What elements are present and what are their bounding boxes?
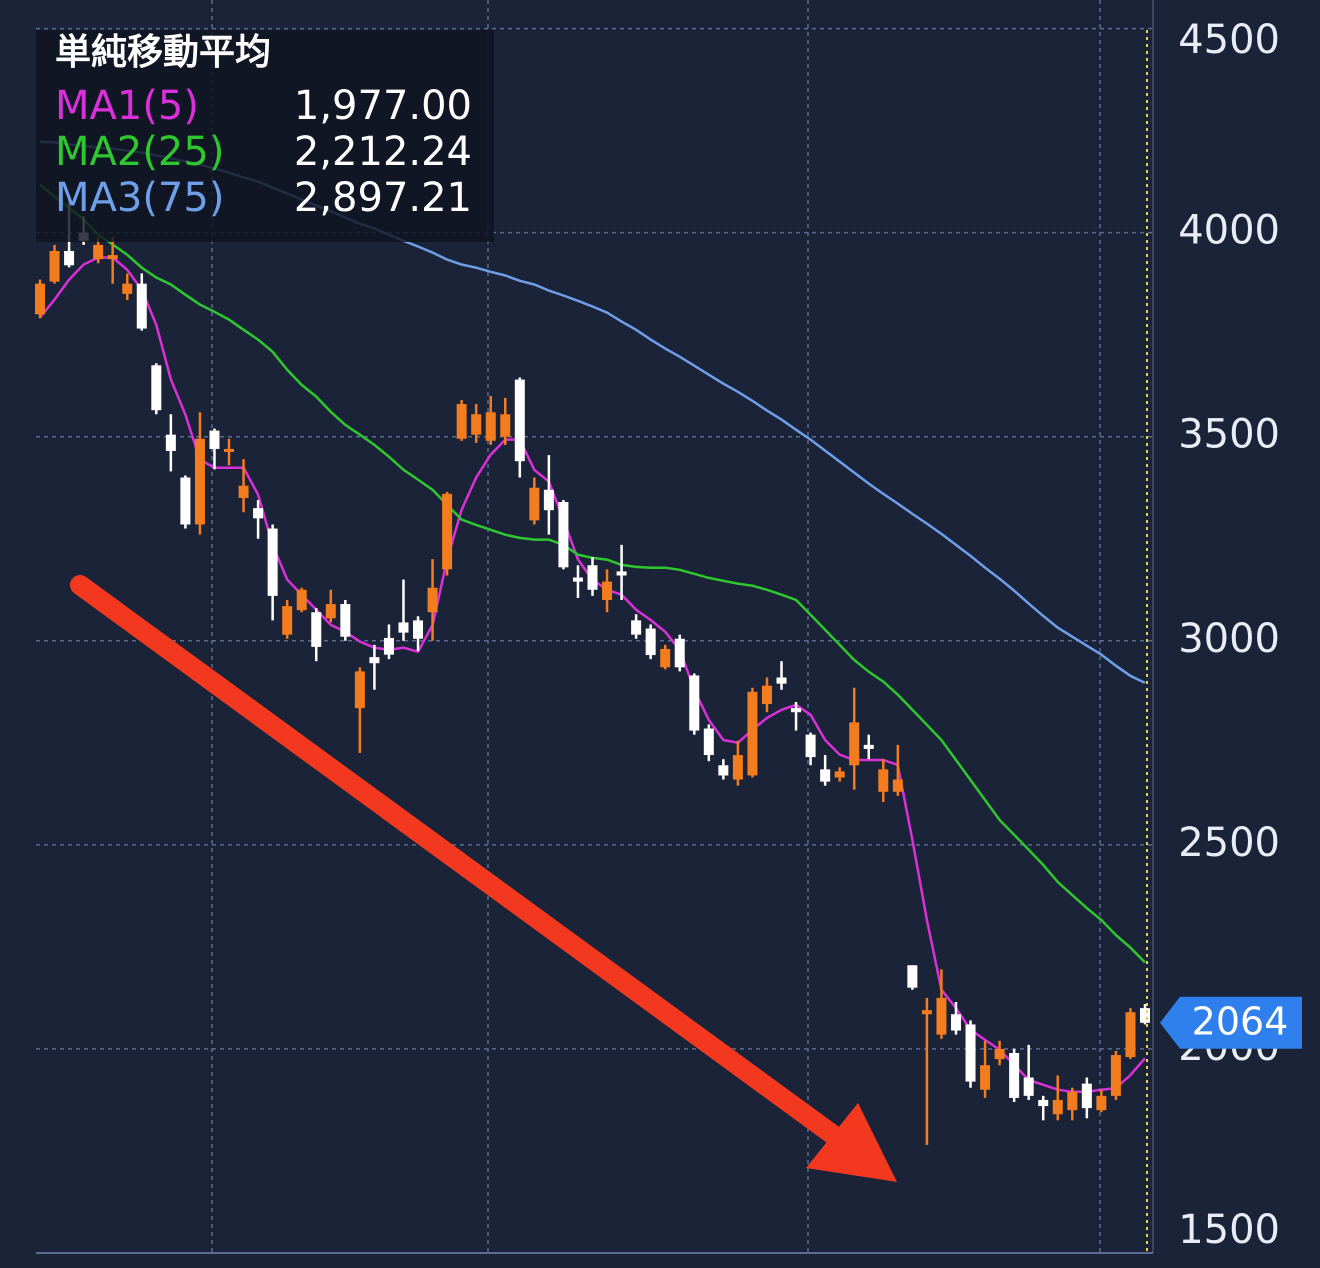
y-tick-label: 1500	[1178, 1207, 1280, 1253]
candle-body	[660, 648, 671, 668]
candle-body	[1067, 1091, 1078, 1111]
candle-body	[180, 477, 191, 525]
candle-body	[689, 675, 700, 731]
legend-label: MA3(75)	[55, 175, 224, 221]
candle-body	[325, 604, 336, 619]
candle-body	[878, 769, 889, 792]
arrow-shaft	[70, 575, 850, 1150]
candle-body	[965, 1024, 976, 1082]
candle-body	[1110, 1055, 1121, 1096]
candle-body	[93, 244, 104, 260]
candle-body	[282, 606, 293, 635]
candle-body	[572, 577, 583, 582]
candle-body	[1052, 1099, 1063, 1115]
candle-body	[1038, 1099, 1049, 1107]
candle-body	[427, 587, 438, 613]
candle-body	[703, 728, 714, 756]
candle-body	[936, 997, 947, 1035]
candle-body	[35, 283, 45, 315]
legend-label: MA1(5)	[55, 83, 199, 129]
arrow-head	[806, 1103, 897, 1182]
candle-body	[238, 485, 249, 498]
candle-body	[340, 604, 351, 637]
candle-body	[383, 637, 394, 655]
candle-body	[398, 622, 409, 633]
candle-body	[994, 1048, 1005, 1060]
candle-body	[950, 1014, 961, 1031]
candle-body	[471, 414, 482, 435]
candle-body	[732, 755, 743, 780]
candle-body	[645, 628, 656, 656]
candle-body	[747, 691, 758, 776]
candle-body	[369, 657, 380, 664]
candle-body	[587, 565, 598, 590]
candle-body	[136, 283, 147, 329]
legend-value: 1,977.00	[294, 83, 472, 129]
y-tick-label: 2500	[1178, 820, 1280, 866]
candle-body	[921, 1010, 932, 1015]
y-tick-label: 4000	[1178, 208, 1280, 254]
candle-body	[820, 769, 831, 782]
candle-body	[602, 581, 613, 600]
y-tick-label: 3500	[1178, 412, 1280, 458]
candle-body	[1096, 1095, 1107, 1111]
candle-body	[485, 412, 496, 441]
candle-body	[209, 430, 220, 449]
candle-body	[151, 365, 162, 411]
candle-body	[631, 620, 642, 635]
candle-body	[1125, 1012, 1136, 1058]
candle-body	[224, 448, 235, 452]
price-tag-label: 2064	[1192, 999, 1289, 1043]
candle-body	[980, 1065, 991, 1090]
candle-body	[718, 765, 729, 776]
candle-body	[253, 508, 264, 519]
candle-body	[413, 620, 424, 639]
candle-body	[456, 404, 467, 439]
candle-body	[1140, 1008, 1150, 1023]
candle-body	[907, 965, 918, 988]
legend-value: 2,897.21	[294, 175, 472, 221]
candle-body	[529, 487, 540, 521]
candle-body	[165, 434, 176, 451]
candle-body	[791, 708, 802, 713]
candle-body	[616, 571, 627, 576]
candle-body	[776, 677, 787, 684]
candle-body	[834, 771, 845, 778]
candle-body	[500, 414, 511, 437]
candle-body	[1081, 1083, 1092, 1109]
candle-body	[805, 734, 816, 758]
candle-body	[107, 255, 118, 260]
legend: 単純移動平均 MA1(5) 1,977.00 MA2(25) 2,212.24 MA3(…	[36, 30, 494, 242]
legend-box	[36, 30, 494, 242]
trend-arrow	[70, 575, 897, 1182]
candle-body	[354, 671, 365, 709]
candle-body	[863, 744, 874, 749]
price-tag-shape	[1160, 996, 1302, 1049]
candle-body	[49, 251, 60, 282]
price-tag: 2064	[1160, 996, 1302, 1049]
legend-value: 2,212.24	[294, 129, 472, 175]
candle-body	[558, 502, 569, 568]
candle-body	[514, 379, 525, 462]
legend-title: 単純移動平均	[55, 32, 271, 73]
candle-body	[442, 493, 453, 570]
candle-body	[194, 438, 205, 525]
legend-label: MA2(25)	[55, 129, 224, 175]
candle-body	[267, 528, 278, 596]
candle-body	[64, 251, 75, 266]
candle-body	[849, 722, 860, 766]
y-tick-label: 3000	[1178, 616, 1280, 662]
candle-body	[543, 489, 554, 511]
candle-body	[1023, 1077, 1034, 1096]
candle-body	[122, 283, 133, 294]
candle-body	[296, 589, 307, 611]
candle-body	[674, 638, 685, 668]
candle-body	[761, 685, 772, 705]
candle-body	[1009, 1053, 1020, 1098]
candle-body	[892, 779, 903, 792]
y-tick-label: 4500	[1178, 17, 1280, 63]
candle-body	[311, 612, 322, 647]
